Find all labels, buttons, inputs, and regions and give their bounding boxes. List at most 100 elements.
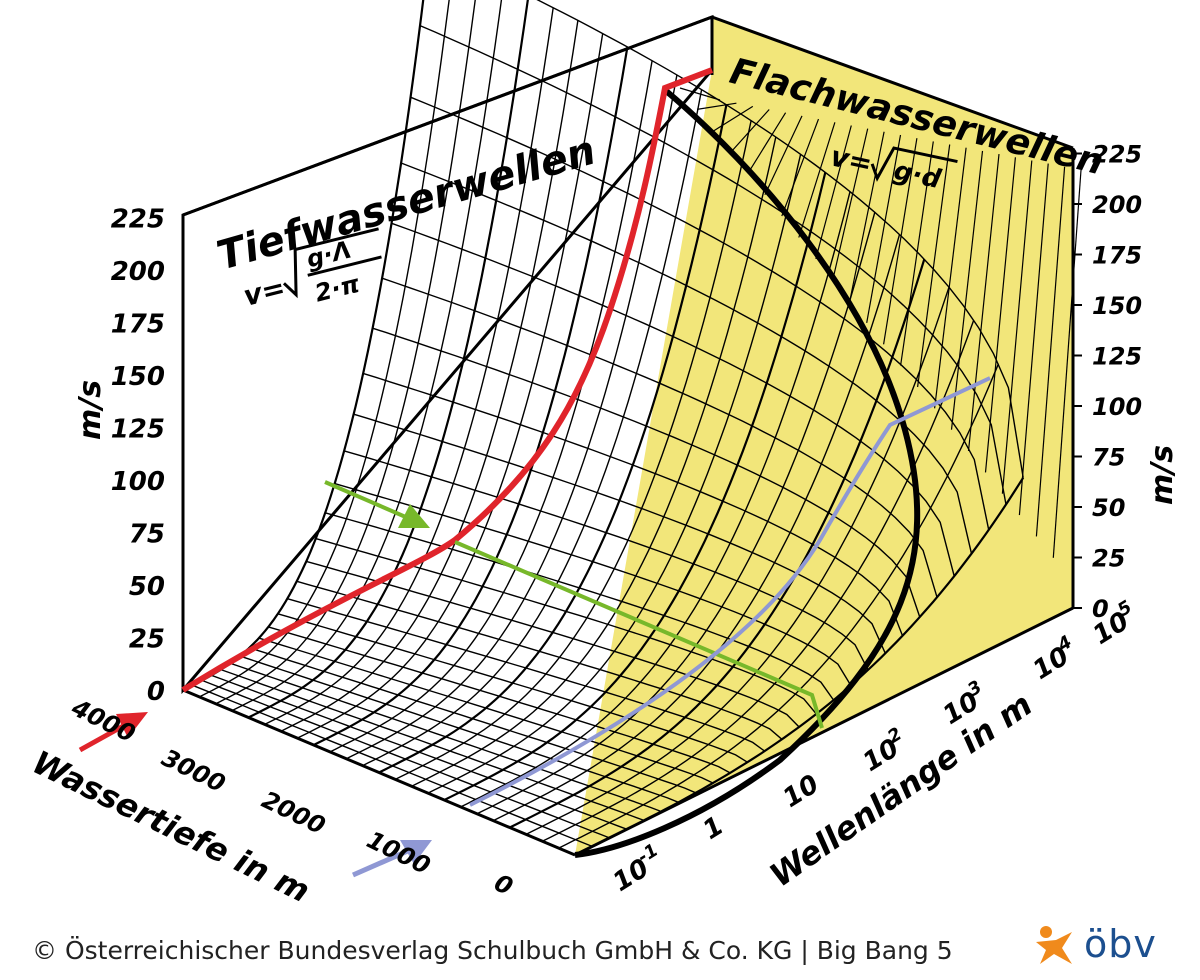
shallow-grid-line [730, 109, 770, 153]
shallow-grid-line [967, 154, 1000, 452]
surface-grid-line [277, 613, 748, 763]
surface-grid-line [239, 655, 679, 803]
surface-grid-line [334, 482, 852, 686]
surface-grid-line [220, 668, 645, 822]
surface-grid-line [306, 560, 800, 728]
shallow-grid-line [781, 118, 820, 217]
right-speed-ticks: 0 25 50 75 100 125 150 175 200 225 [1073, 141, 1142, 623]
right-tick-label: 50 [1092, 494, 1125, 522]
shallow-grid-line [815, 125, 852, 259]
left-tick-label: 50 [129, 572, 165, 602]
shallow-grid-line [950, 150, 984, 430]
surface-grid-line [211, 674, 627, 830]
shallow-grid-line [747, 112, 787, 174]
shallow-grid-line [1052, 169, 1082, 558]
shallow-deep-boundary-curve [574, 87, 921, 858]
shallow-grid-line [696, 102, 737, 110]
logo-text: öbv [1084, 922, 1157, 966]
left-tick-label: 0 [147, 677, 165, 707]
wavelength-axis-line [574, 606, 1074, 857]
shallow-grid-line [832, 128, 869, 281]
right-tick-label: 150 [1092, 292, 1142, 320]
surface-grid-line [201, 679, 610, 839]
left-unit-label: m/s [73, 380, 108, 440]
surface-grid-line [410, 96, 990, 530]
left-tick-label: 125 [111, 415, 165, 445]
surface-grid-line [325, 512, 835, 701]
publisher-logo: öbv [1032, 922, 1192, 970]
depth-tick-label: 2000 [257, 786, 329, 840]
shallow-grid-line [1018, 163, 1049, 516]
wavelength-tick: 10 [778, 769, 825, 814]
left-tick-label: 200 [111, 257, 165, 287]
shallow-grid-line [1035, 166, 1066, 537]
shallow-grid-line [798, 122, 836, 238]
fraction-bar [307, 255, 382, 277]
surface-grid-line [258, 637, 714, 784]
left-tick-label: 25 [129, 625, 165, 655]
shallow-grid-line [764, 115, 803, 196]
left-tick-label: 225 [111, 205, 165, 235]
surface-grid-line [192, 684, 593, 848]
surface-grid-line [230, 662, 662, 813]
shallow-grid-line [917, 144, 951, 388]
depth-tick-label: 0 [490, 869, 517, 901]
shallow-grid-line [713, 105, 754, 132]
left-speed-ticks: 0 25 50 75 100 125 150 175 200 225 [111, 205, 165, 708]
surface-grid-line [381, 277, 938, 598]
red-arrow [78, 712, 148, 753]
depth-axis-line [182, 688, 576, 857]
star-figure-icon [1036, 926, 1072, 964]
right-top-edge [711, 15, 1074, 150]
right-tick-label: 75 [1092, 444, 1125, 472]
right-tick-label: 175 [1092, 242, 1142, 270]
left-tick-label: 175 [111, 310, 165, 340]
shallow-grid-line [900, 141, 934, 366]
left-tick-label: 75 [129, 520, 165, 550]
sqrt-sign-icon [282, 227, 379, 299]
right-tick-label: 200 [1092, 191, 1142, 219]
right-unit-label: m/s [1145, 445, 1180, 505]
depth-tick-label: 3000 [157, 744, 229, 798]
left-tick-label: 100 [111, 467, 165, 497]
right-tick-label: 0 [1092, 595, 1109, 623]
wavelength-tick-base: 10 [778, 769, 825, 814]
surface-grid-line [249, 647, 696, 794]
shallow-grid-line [866, 134, 902, 324]
sqrt-sign-icon [870, 146, 958, 182]
shallow-grid-line [984, 157, 1016, 473]
surface-grid-line [400, 162, 973, 554]
surface-grid-line [315, 537, 817, 715]
green-section-line [454, 540, 824, 729]
depth-tick-label: 1000 [362, 826, 434, 880]
blue-section-line [469, 376, 991, 807]
surface-grid-line [287, 598, 766, 752]
wavelength-tick: 1 [698, 811, 729, 846]
footer: © Österreichischer Bundesverlag Schulbuc… [32, 922, 1192, 970]
right-tick-label: 225 [1092, 141, 1142, 169]
green-arrow [324, 480, 430, 528]
shallow-grid-line [1001, 160, 1033, 494]
surface-grid-line [362, 372, 904, 636]
wavelength-tick: 104 [1028, 632, 1076, 686]
shallow-grid-line [934, 147, 967, 409]
shallow-grid-line [679, 87, 721, 101]
wave-speed-surface [182, 0, 1082, 858]
right-tick-label: 100 [1092, 393, 1142, 421]
surface-grid-line [372, 327, 921, 618]
deep-water-limit-curve [181, 67, 714, 693]
surface-grid-line [344, 450, 869, 671]
blue-arrow [351, 840, 432, 878]
left-tick-label: 150 [111, 362, 165, 392]
wavelength-tick-base: 1 [698, 811, 729, 846]
right-tick-label: 25 [1092, 545, 1125, 573]
shallow-grid-line [849, 131, 885, 302]
right-tick-label: 125 [1092, 343, 1142, 371]
shallow-grid-line [883, 138, 918, 345]
surface-grid-line [391, 222, 955, 577]
copyright-text: © Österreichischer Bundesverlag Schulbuc… [32, 936, 953, 965]
surface-grid-line [268, 626, 731, 774]
surface-grid-line [296, 580, 783, 740]
top-edge-line [182, 15, 713, 217]
